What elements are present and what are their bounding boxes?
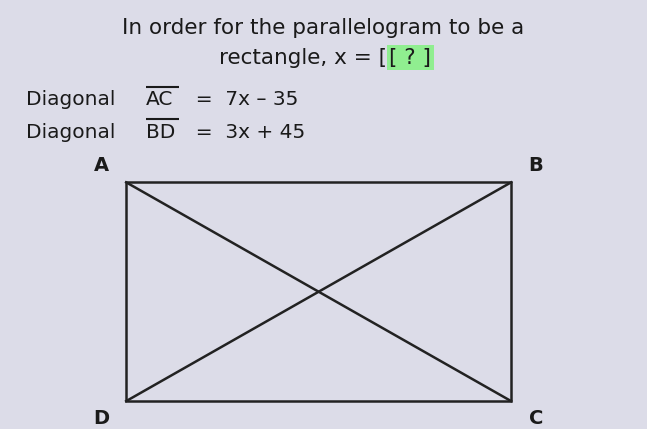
Text: BD: BD: [146, 123, 175, 142]
Text: =  7x – 35: = 7x – 35: [183, 90, 298, 109]
Text: [ ? ]: [ ? ]: [389, 48, 431, 68]
Text: =  3x + 45: = 3x + 45: [183, 123, 305, 142]
Text: Diagonal: Diagonal: [26, 123, 122, 142]
Text: rectangle, x = [ ? ].: rectangle, x = [ ? ].: [219, 48, 428, 68]
Text: B: B: [529, 156, 543, 175]
Text: In order for the parallelogram to be a: In order for the parallelogram to be a: [122, 18, 525, 38]
Text: D: D: [94, 409, 109, 428]
Text: rectangle, x = [ ? ].: rectangle, x = [ ? ].: [219, 48, 428, 68]
Text: A: A: [94, 156, 109, 175]
Text: AC: AC: [146, 90, 173, 109]
Text: Diagonal: Diagonal: [26, 90, 122, 109]
Text: C: C: [529, 409, 543, 428]
